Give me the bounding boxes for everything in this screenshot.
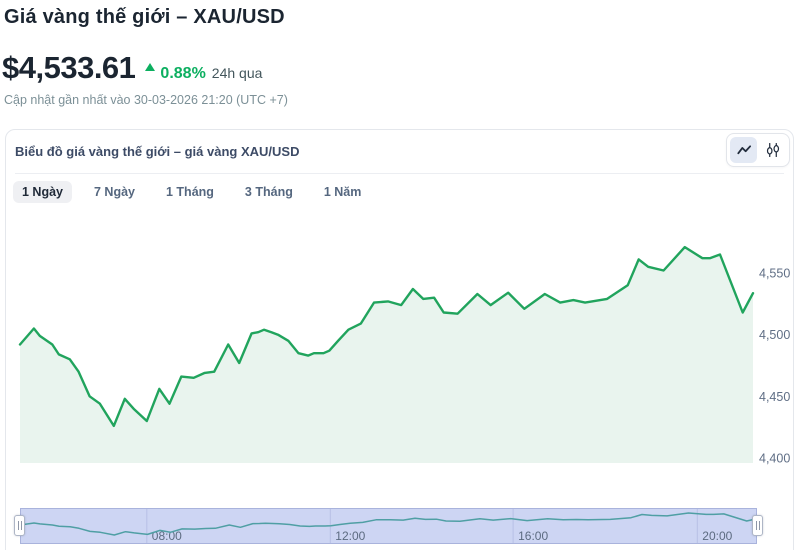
chart-panel: Biểu đồ giá vàng thế giới – giá vàng XAU… bbox=[5, 129, 794, 550]
navigator-right-handle[interactable] bbox=[752, 515, 763, 536]
last-updated: Cập nhật gần nhất vào 30-03-2026 21:20 (… bbox=[4, 93, 288, 107]
line-chart-button[interactable] bbox=[730, 137, 757, 163]
candlestick-chart-button[interactable] bbox=[759, 137, 786, 163]
x-axis-label: 16:00 bbox=[518, 529, 548, 543]
change-period: 24h qua bbox=[211, 65, 263, 81]
chart-navigator: 08:00 12:00 16:00 20:00 bbox=[14, 508, 763, 544]
price-row: $4,533.61 0.88% 24h qua bbox=[2, 50, 402, 86]
current-price: $4,533.61 bbox=[2, 50, 136, 85]
range-tab-7-ngày[interactable]: 7 Ngày bbox=[85, 181, 144, 203]
panel-header: Biểu đồ giá vàng thế giới – giá vàng XAU… bbox=[6, 130, 793, 173]
range-tab-1-tháng[interactable]: 1 Tháng bbox=[157, 181, 223, 203]
price-line bbox=[18, 245, 755, 428]
line-chart-icon bbox=[736, 145, 751, 155]
header: Giá vàng thế giới – XAU/USD bbox=[4, 6, 285, 29]
y-axis-label: 4,450 bbox=[759, 390, 790, 404]
x-axis-label: 12:00 bbox=[335, 529, 365, 543]
navigator-band[interactable] bbox=[20, 508, 757, 544]
price-chart[interactable]: 4,550 4,500 4,450 4,400 bbox=[6, 226, 793, 471]
navigator-left-handle[interactable] bbox=[14, 515, 25, 536]
change-percent: 0.88% bbox=[160, 65, 206, 82]
navigator-chart[interactable]: 08:00 12:00 16:00 20:00 bbox=[19, 508, 758, 544]
range-tab-1-năm[interactable]: 1 Năm bbox=[315, 181, 371, 203]
page-title: Giá vàng thế giới – XAU/USD bbox=[4, 6, 285, 28]
price-area-fill bbox=[20, 247, 753, 463]
range-tabs: 1 Ngày 7 Ngày 1 Tháng 3 Tháng 1 Năm bbox=[13, 181, 370, 203]
x-axis-label: 20:00 bbox=[702, 529, 732, 543]
y-axis-label: 4,500 bbox=[759, 328, 790, 342]
panel-divider bbox=[15, 173, 784, 174]
chart-type-toggle bbox=[726, 133, 790, 167]
y-axis-label: 4,550 bbox=[759, 267, 790, 281]
up-arrow-icon bbox=[145, 62, 156, 71]
range-tab-1-ngày[interactable]: 1 Ngày bbox=[13, 181, 72, 203]
range-tab-3-tháng[interactable]: 3 Tháng bbox=[236, 181, 302, 203]
navigator-line bbox=[19, 512, 758, 536]
x-axis-label: 08:00 bbox=[152, 529, 182, 543]
chart-title: Biểu đồ giá vàng thế giới – giá vàng XAU… bbox=[15, 144, 300, 159]
y-axis-label: 4,400 bbox=[759, 452, 790, 466]
candlestick-icon bbox=[766, 143, 779, 157]
